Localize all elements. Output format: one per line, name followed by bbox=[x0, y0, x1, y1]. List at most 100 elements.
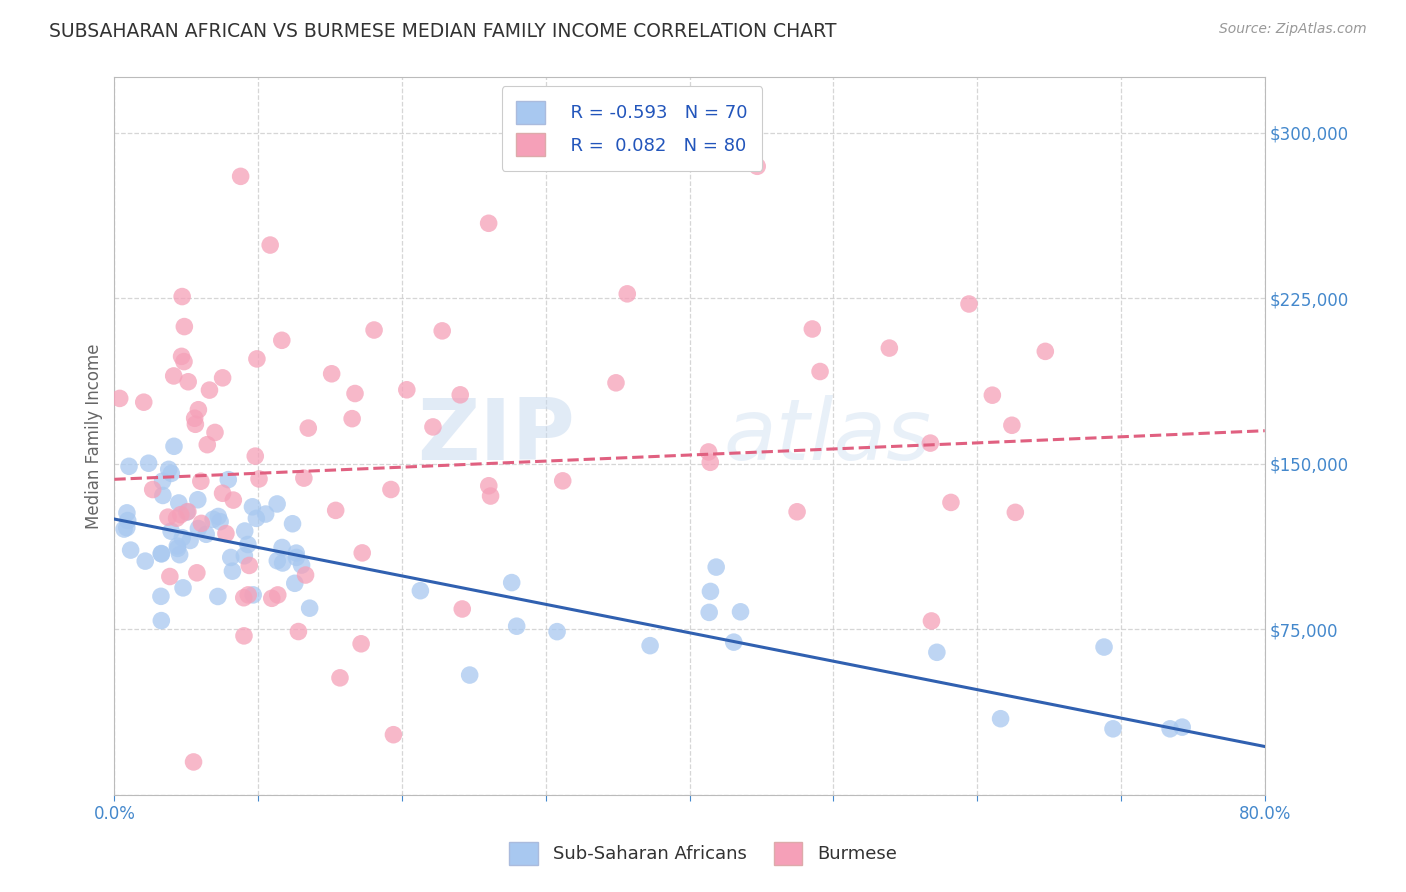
Point bbox=[287, 624, 309, 639]
Point bbox=[699, 584, 721, 599]
Point bbox=[190, 475, 212, 489]
Point bbox=[115, 506, 138, 520]
Point bbox=[149, 590, 172, 604]
Point bbox=[786, 505, 808, 519]
Point bbox=[981, 388, 1004, 402]
Point bbox=[271, 556, 294, 570]
Point bbox=[343, 386, 366, 401]
Point bbox=[202, 512, 225, 526]
Point bbox=[1001, 418, 1024, 433]
Point bbox=[150, 547, 173, 561]
Point bbox=[190, 516, 212, 531]
Point bbox=[238, 588, 260, 602]
Point bbox=[363, 323, 385, 337]
Point bbox=[238, 558, 260, 573]
Point bbox=[160, 467, 183, 481]
Point bbox=[808, 364, 831, 378]
Point bbox=[150, 614, 173, 628]
Point bbox=[166, 539, 188, 553]
Point bbox=[186, 566, 208, 580]
Point bbox=[172, 581, 194, 595]
Point bbox=[259, 238, 281, 252]
Point bbox=[747, 159, 769, 173]
Point bbox=[157, 462, 180, 476]
Point bbox=[173, 354, 195, 368]
Point bbox=[879, 341, 901, 355]
Point bbox=[172, 531, 194, 545]
Point bbox=[271, 541, 294, 555]
Point bbox=[920, 614, 942, 628]
Point bbox=[1102, 722, 1125, 736]
Point bbox=[179, 533, 201, 548]
Point bbox=[132, 395, 155, 409]
Point bbox=[159, 569, 181, 583]
Point bbox=[505, 619, 527, 633]
Point bbox=[207, 509, 229, 524]
Point bbox=[217, 473, 239, 487]
Point bbox=[108, 392, 131, 406]
Point bbox=[329, 671, 352, 685]
Point bbox=[284, 576, 307, 591]
Point bbox=[501, 575, 523, 590]
Point bbox=[169, 548, 191, 562]
Point bbox=[380, 483, 402, 497]
Point bbox=[1033, 344, 1056, 359]
Point bbox=[138, 456, 160, 470]
Point bbox=[292, 471, 315, 485]
Point bbox=[183, 411, 205, 425]
Point bbox=[242, 588, 264, 602]
Point bbox=[458, 668, 481, 682]
Point bbox=[187, 492, 209, 507]
Point bbox=[352, 546, 374, 560]
Point bbox=[170, 349, 193, 363]
Point bbox=[254, 507, 277, 521]
Point bbox=[115, 521, 138, 535]
Point bbox=[325, 503, 347, 517]
Point bbox=[479, 489, 502, 503]
Point bbox=[1171, 720, 1194, 734]
Point bbox=[142, 483, 165, 497]
Point bbox=[432, 324, 454, 338]
Point bbox=[321, 367, 343, 381]
Legend: Sub-Saharan Africans, Burmese: Sub-Saharan Africans, Burmese bbox=[501, 833, 905, 874]
Point bbox=[173, 319, 195, 334]
Point bbox=[160, 524, 183, 539]
Point bbox=[957, 297, 980, 311]
Point bbox=[120, 543, 142, 558]
Point bbox=[697, 445, 720, 459]
Point bbox=[232, 591, 254, 605]
Point bbox=[222, 493, 245, 508]
Point bbox=[285, 550, 308, 565]
Point bbox=[730, 605, 752, 619]
Point bbox=[478, 216, 501, 230]
Text: ZIP: ZIP bbox=[416, 395, 575, 478]
Point bbox=[546, 624, 568, 639]
Point bbox=[242, 500, 264, 514]
Point bbox=[134, 554, 156, 568]
Point bbox=[204, 425, 226, 440]
Point bbox=[229, 169, 252, 184]
Point bbox=[297, 421, 319, 435]
Point bbox=[478, 479, 501, 493]
Point bbox=[187, 402, 209, 417]
Point bbox=[177, 505, 200, 519]
Point bbox=[1004, 505, 1026, 519]
Point bbox=[177, 375, 200, 389]
Point bbox=[281, 516, 304, 531]
Point bbox=[167, 496, 190, 510]
Text: atlas: atlas bbox=[724, 395, 932, 478]
Point bbox=[187, 522, 209, 536]
Point bbox=[233, 629, 256, 643]
Text: Source: ZipAtlas.com: Source: ZipAtlas.com bbox=[1219, 22, 1367, 37]
Point bbox=[215, 526, 238, 541]
Point bbox=[198, 383, 221, 397]
Point bbox=[699, 455, 721, 469]
Point bbox=[150, 547, 173, 561]
Point bbox=[350, 637, 373, 651]
Point bbox=[294, 568, 316, 582]
Point bbox=[451, 602, 474, 616]
Point bbox=[211, 371, 233, 385]
Point bbox=[422, 420, 444, 434]
Point bbox=[1092, 640, 1115, 654]
Point bbox=[605, 376, 627, 390]
